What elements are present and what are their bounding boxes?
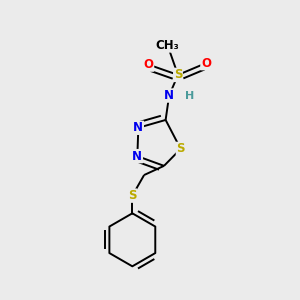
Text: N: N — [132, 150, 142, 163]
Text: H: H — [184, 91, 194, 100]
Text: S: S — [174, 68, 182, 81]
Text: N: N — [133, 121, 143, 134]
Text: S: S — [128, 189, 136, 202]
Text: O: O — [143, 58, 154, 71]
Text: CH₃: CH₃ — [156, 39, 179, 52]
Text: N: N — [164, 89, 174, 102]
Text: O: O — [201, 57, 211, 70]
Text: S: S — [176, 142, 185, 155]
